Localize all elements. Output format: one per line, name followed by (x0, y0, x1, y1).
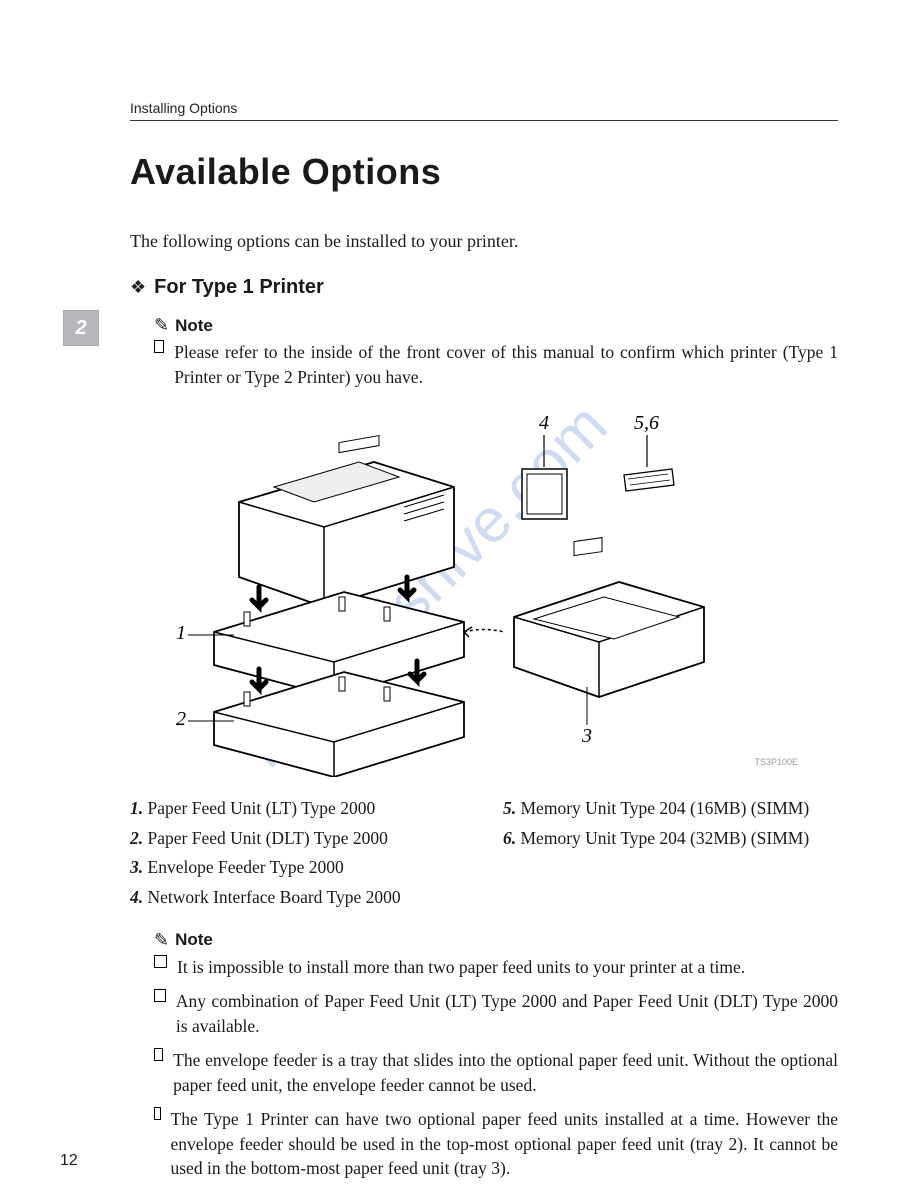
li-text: Memory Unit Type 204 (16MB) (SIMM) (516, 798, 809, 818)
callout-56: 5,6 (634, 412, 659, 434)
header-section: Installing Options (130, 100, 237, 116)
page-title: Available Options (130, 151, 838, 193)
callout-3: 3 (581, 725, 592, 747)
li-text: Network Interface Board Type 2000 (143, 887, 400, 907)
checkbox-icon (154, 1107, 161, 1120)
li-text: Memory Unit Type 204 (32MB) (SIMM) (516, 828, 809, 848)
callout-4: 4 (539, 412, 549, 434)
printer-diagram: 4 5,6 (144, 407, 838, 777)
list-item: 5. Memory Unit Type 204 (16MB) (SIMM) (503, 797, 838, 821)
list-item: 6. Memory Unit Type 204 (32MB) (SIMM) (503, 827, 838, 851)
header-rule: Installing Options (130, 100, 838, 121)
note2-text: The envelope feeder is a tray that slide… (173, 1048, 838, 1097)
options-right-col: 5. Memory Unit Type 204 (16MB) (SIMM) 6.… (503, 791, 838, 916)
list-item: 4. Network Interface Board Type 2000 (130, 886, 465, 910)
note1-text: Please refer to the inside of the front … (174, 340, 838, 389)
simm-icon (624, 469, 674, 491)
li-text: Paper Feed Unit (DLT) Type 2000 (143, 828, 388, 848)
subheading-row: ❖ For Type 1 Printer (130, 276, 838, 299)
diagram-svg: 4 5,6 (144, 407, 764, 777)
note2-item: It is impossible to install more than tw… (154, 955, 838, 980)
note2-text: Any combination of Paper Feed Unit (LT) … (176, 989, 838, 1038)
figure-code: TS3P100E (754, 757, 798, 767)
note2-text: It is impossible to install more than tw… (177, 955, 745, 980)
note-label: Note (175, 316, 213, 336)
checkbox-icon (154, 340, 164, 353)
pen-icon: ✎ (154, 315, 169, 336)
tray2-icon (214, 672, 464, 777)
list-item: 3. Envelope Feeder Type 2000 (130, 856, 465, 880)
subheading: For Type 1 Printer (154, 276, 324, 299)
page-number: 12 (60, 1152, 78, 1170)
intro-text: The following options can be installed t… (130, 231, 838, 252)
board-icon (522, 469, 567, 519)
diamond-icon: ❖ (130, 277, 146, 298)
page: Installing Options Available Options The… (0, 0, 918, 1181)
note-heading-2: ✎ Note (154, 930, 838, 951)
callout-1: 1 (176, 622, 186, 644)
note-heading-1: ✎ Note (154, 315, 838, 336)
checkbox-icon (154, 1048, 163, 1061)
checkbox-icon (154, 989, 166, 1002)
note1-item: Please refer to the inside of the front … (154, 340, 838, 389)
note2-text: The Type 1 Printer can have two optional… (171, 1107, 839, 1181)
li-text: Envelope Feeder Type 2000 (143, 857, 344, 877)
checkbox-icon (154, 955, 167, 968)
list-item: 1. Paper Feed Unit (LT) Type 2000 (130, 797, 465, 821)
callout-2: 2 (176, 708, 186, 730)
note2-item: The envelope feeder is a tray that slide… (154, 1048, 838, 1097)
list-item: 2. Paper Feed Unit (DLT) Type 2000 (130, 827, 465, 851)
envelope-feeder-icon (514, 538, 704, 697)
section-tab-number: 2 (75, 317, 86, 340)
note2-item: The Type 1 Printer can have two optional… (154, 1107, 838, 1181)
options-columns: 1. Paper Feed Unit (LT) Type 2000 2. Pap… (130, 791, 838, 916)
printer-body-icon (239, 436, 454, 607)
pen-icon: ✎ (154, 930, 169, 951)
section-tab: 2 (63, 310, 99, 346)
li-text: Paper Feed Unit (LT) Type 2000 (143, 798, 375, 818)
options-left-col: 1. Paper Feed Unit (LT) Type 2000 2. Pap… (130, 791, 465, 916)
note-label: Note (175, 930, 213, 950)
note2-item: Any combination of Paper Feed Unit (LT) … (154, 989, 838, 1038)
